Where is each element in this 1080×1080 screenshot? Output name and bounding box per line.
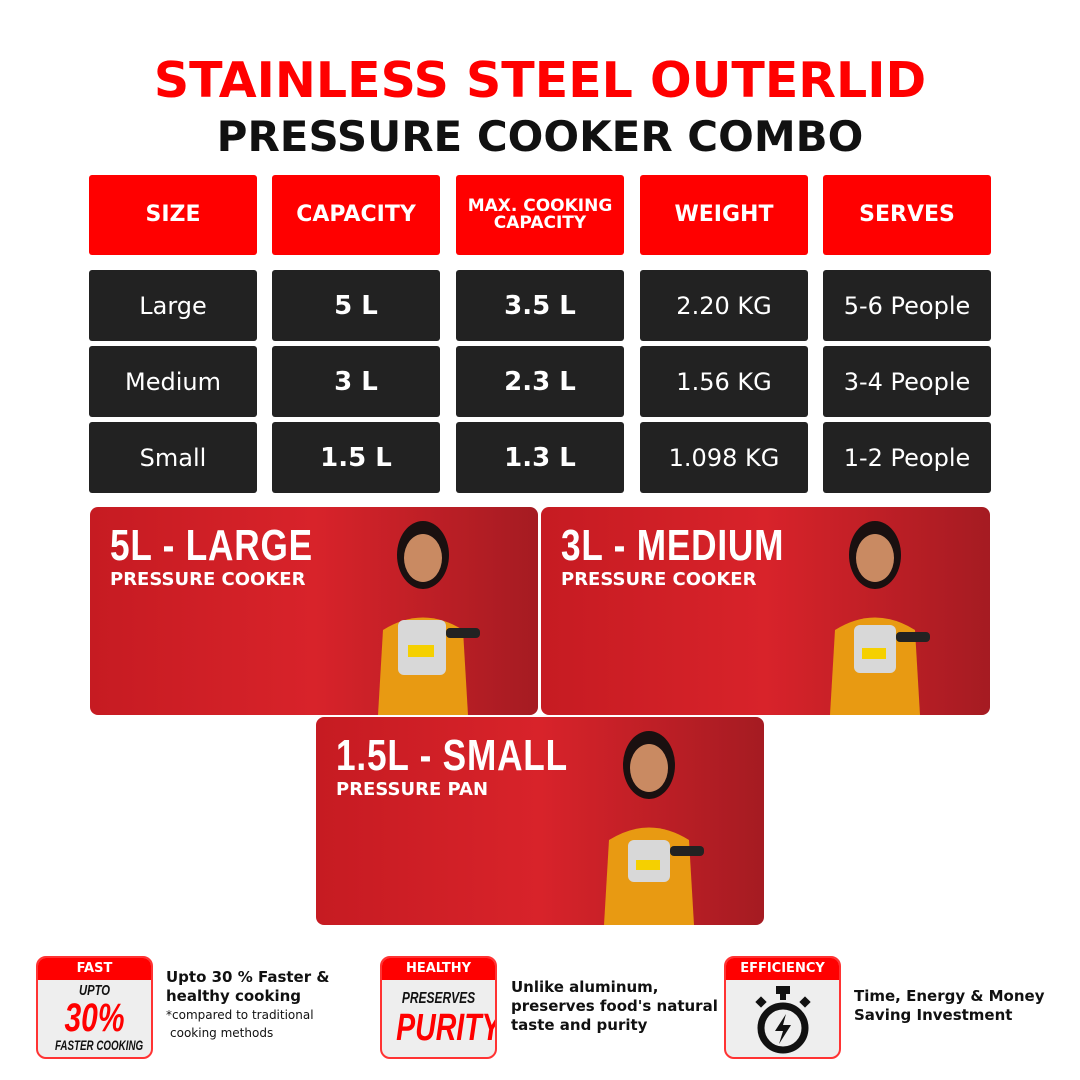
table-cell: 3-4 People — [823, 346, 991, 417]
badge-line: UPTO — [78, 982, 111, 999]
table-cell: 1.56 KG — [640, 346, 808, 417]
banner-small: 1.5L - SMALL PRESSURE PAN — [316, 717, 764, 925]
badge-line: FASTER COOKING — [54, 1037, 144, 1053]
badge-efficiency: EFFICIENCY — [724, 956, 841, 1059]
table-cell: Medium — [89, 346, 257, 417]
badge-tag: FAST — [38, 958, 151, 980]
title-line-2: PRESSURE COOKER COMBO — [216, 112, 864, 161]
table-cell: 1.098 KG — [640, 422, 808, 493]
feature-note: cooking methods — [170, 1026, 274, 1040]
table-cell: 5-6 People — [823, 270, 991, 341]
title-line-1: STAINLESS STEEL OUTERLID — [153, 52, 927, 109]
banner-title: 1.5L - SMALL — [336, 731, 568, 780]
header-capacity: CAPACITY — [272, 175, 440, 255]
feature-text: Upto 30 % Faster & healthy cooking *comp… — [166, 968, 329, 1042]
woman-holding-cooker-image — [830, 521, 930, 715]
table-cell: 1.3 L — [456, 422, 624, 493]
banner-subtitle: PRESSURE PAN — [336, 779, 489, 800]
table-cell: 2.20 KG — [640, 270, 808, 341]
table-cell: Large — [89, 270, 257, 341]
table-cell: 1.5 L — [272, 422, 440, 493]
feature-text: Time, Energy & Money Saving Investment — [854, 987, 1045, 1025]
banner-medium: 3L - MEDIUM PRESSURE COOKER — [541, 507, 990, 715]
feature-line: Unlike aluminum, — [511, 978, 659, 996]
table-cell: 1-2 People — [823, 422, 991, 493]
banner-subtitle: PRESSURE COOKER — [110, 569, 306, 590]
badge-line: PRESERVES — [401, 990, 476, 1007]
table-cell: Small — [89, 422, 257, 493]
badge-line: PURITY — [396, 1007, 497, 1049]
header-max-cooking-capacity: MAX. COOKING CAPACITY — [456, 175, 624, 255]
header-serves: SERVES — [823, 175, 991, 255]
banner-title: 5L - LARGE — [110, 521, 313, 570]
header-size: SIZE — [89, 175, 257, 255]
feature-text: Unlike aluminum, preserves food's natura… — [511, 978, 718, 1035]
table-cell: 3 L — [272, 346, 440, 417]
stopwatch-lightning-icon — [754, 986, 811, 1054]
badge-tag: EFFICIENCY — [726, 958, 839, 980]
badge-healthy: HEALTHY PRESERVES PURITY — [380, 956, 497, 1059]
feature-line: healthy cooking — [166, 987, 301, 1005]
table-cell: 2.3 L — [456, 346, 624, 417]
badge-line: 30% — [64, 996, 125, 1040]
feature-line: taste and purity — [511, 1016, 648, 1034]
banner-title: 3L - MEDIUM — [561, 521, 785, 570]
feature-line: Saving Investment — [854, 1006, 1013, 1024]
table-cell: 5 L — [272, 270, 440, 341]
feature-line: preserves food's natural — [511, 997, 718, 1015]
header-weight: WEIGHT — [640, 175, 808, 255]
feature-line: Upto 30 % Faster & — [166, 968, 330, 986]
badge-fast: FAST UPTO 30% FASTER COOKING — [36, 956, 153, 1059]
woman-holding-cooker-image — [604, 731, 704, 925]
banner-subtitle: PRESSURE COOKER — [561, 569, 757, 590]
feature-note: *compared to traditional — [166, 1008, 314, 1022]
banner-large: 5L - LARGE PRESSURE COOKER — [90, 507, 538, 715]
woman-holding-cooker-image — [378, 521, 480, 715]
badge-tag: HEALTHY — [382, 958, 495, 980]
feature-line: Time, Energy & Money — [854, 987, 1045, 1005]
table-cell: 3.5 L — [456, 270, 624, 341]
